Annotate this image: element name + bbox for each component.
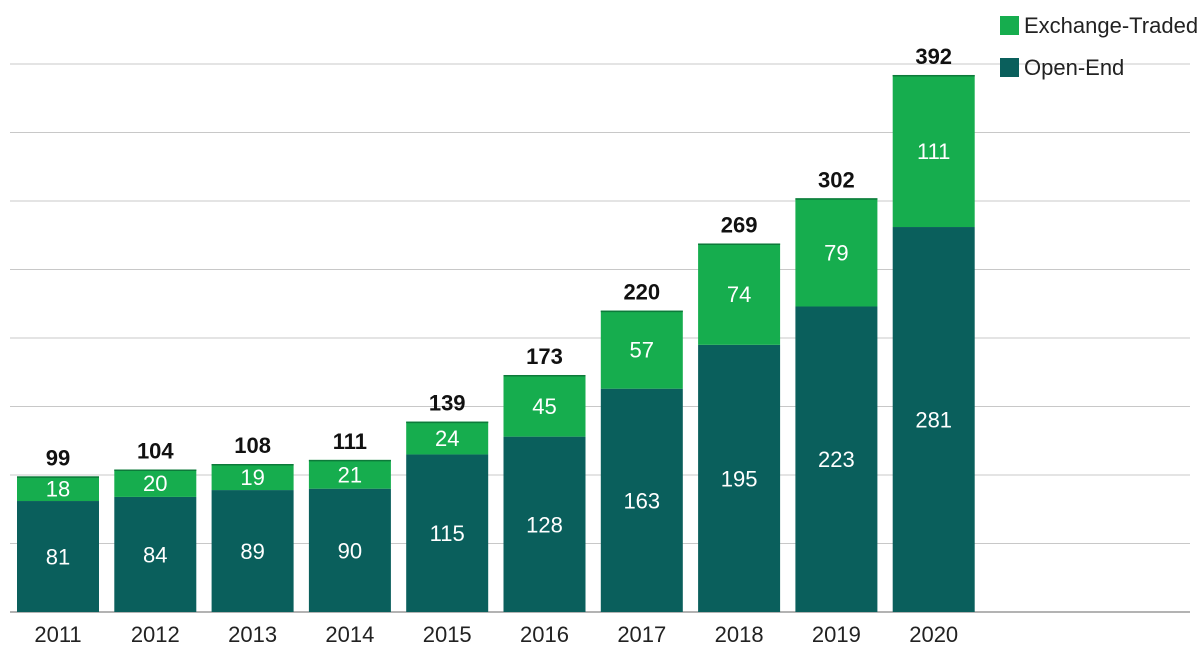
legend-swatch-open-end	[1000, 58, 1019, 77]
total-label-2018: 269	[721, 212, 758, 237]
bar-exchange-traded-2013	[211, 464, 294, 491]
x-tick-2017: 2017	[617, 622, 666, 647]
label-exchange-traded-2015: 24	[435, 426, 459, 451]
x-tick-2016: 2016	[520, 622, 569, 647]
bar-exchange-traded-2016	[503, 374, 586, 437]
label-exchange-traded-2011: 18	[46, 477, 70, 502]
total-label-2019: 302	[818, 167, 855, 192]
x-tick-2015: 2015	[423, 622, 472, 647]
label-exchange-traded-2020: 111	[917, 139, 950, 164]
bars	[17, 74, 975, 612]
label-exchange-traded-2014: 21	[338, 462, 362, 487]
label-open-end-2016: 128	[526, 512, 563, 537]
x-tick-2011: 2011	[34, 622, 81, 647]
legend-label-exchange-traded: Exchange-Traded	[1024, 13, 1198, 38]
label-open-end-2014: 90	[338, 538, 362, 563]
x-tick-labels: 2011 2012 2013 2014 2015 2016 2017 2018 2019 2020	[34, 622, 958, 647]
gridlines	[10, 63, 1190, 613]
label-exchange-traded-2019: 79	[824, 240, 848, 265]
total-label-2013: 108	[234, 433, 271, 458]
label-exchange-traded-2016: 45	[532, 394, 556, 419]
bar-exchange-traded-2020	[892, 74, 975, 228]
bar-open-end-2014	[308, 488, 391, 612]
bar-open-end-2016	[503, 436, 586, 612]
total-label-2020: 392	[915, 44, 952, 69]
legend: Exchange-Traded Open-End	[1000, 13, 1198, 80]
x-tick-2012: 2012	[131, 622, 180, 647]
label-exchange-traded-2012: 20	[143, 471, 167, 496]
legend-label-open-end: Open-End	[1024, 55, 1124, 80]
label-open-end-2012: 84	[143, 542, 167, 567]
total-label-2016: 173	[526, 344, 563, 369]
x-tick-2020: 2020	[909, 622, 958, 647]
bar-open-end-2018	[698, 344, 781, 612]
bar-exchange-traded-2019	[795, 198, 878, 307]
label-open-end-2018: 195	[721, 466, 758, 491]
x-tick-2018: 2018	[715, 622, 764, 647]
bar-exchange-traded-2011	[17, 476, 99, 502]
bar-exchange-traded-2015	[406, 421, 489, 455]
bar-open-end-2011	[17, 501, 99, 612]
data-labels: 81 18 99 84 20 104 89 19 108 90 21 111 115 24 139 128 45…	[46, 44, 952, 570]
label-open-end-2019: 223	[818, 447, 855, 472]
bar-open-end-2017	[600, 388, 683, 612]
bar-exchange-traded-2017	[600, 310, 683, 389]
label-open-end-2020: 281	[915, 408, 952, 433]
label-open-end-2013: 89	[240, 539, 264, 564]
label-open-end-2011: 81	[46, 545, 70, 570]
total-label-2017: 220	[623, 280, 660, 305]
bar-exchange-traded-2012	[114, 469, 197, 497]
total-label-2015: 139	[429, 391, 466, 416]
label-exchange-traded-2017: 57	[630, 338, 654, 363]
bar-open-end-2012	[114, 496, 197, 612]
x-tick-2019: 2019	[812, 622, 861, 647]
total-label-2011: 99	[46, 445, 70, 470]
bar-open-end-2020	[892, 227, 975, 612]
bar-exchange-traded-2018	[698, 243, 781, 345]
total-label-2012: 104	[137, 439, 174, 464]
label-open-end-2015: 115	[430, 521, 465, 546]
label-exchange-traded-2013: 19	[240, 465, 264, 490]
bar-exchange-traded-2014	[308, 459, 391, 489]
bar-open-end-2013	[211, 490, 294, 612]
label-open-end-2017: 163	[623, 488, 660, 513]
bar-open-end-2015	[406, 454, 489, 612]
total-label-2014: 111	[333, 429, 367, 454]
x-tick-2014: 2014	[325, 622, 374, 647]
x-tick-2013: 2013	[228, 622, 277, 647]
legend-swatch-exchange-traded	[1000, 16, 1019, 35]
bar-open-end-2019	[795, 306, 878, 612]
label-exchange-traded-2018: 74	[727, 282, 751, 307]
